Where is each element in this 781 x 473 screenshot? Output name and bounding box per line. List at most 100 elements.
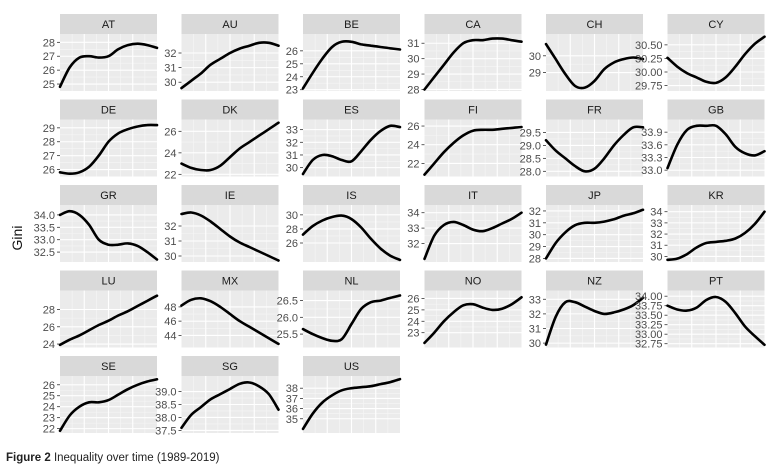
y-tick-label: 31 — [529, 218, 541, 230]
series-line-kr — [666, 210, 766, 262]
facet-label: PT — [709, 276, 723, 288]
y-tick-label: 33 — [650, 218, 662, 230]
y-tick-label: 25 — [43, 79, 55, 91]
y-tick-label: 22 — [164, 169, 176, 181]
figure-caption-text: Inequality over time (1989-2019) — [53, 452, 220, 464]
y-tick-label: 26 — [286, 46, 298, 58]
facet-label: CY — [708, 19, 724, 31]
facet-strip — [60, 185, 157, 205]
y-tick-label: 25.5 — [277, 329, 298, 341]
facet-panel-mx: MX 44 46 48 — [164, 270, 280, 348]
facet-panel-au: AU 30 31 32 — [164, 14, 280, 91]
y-tick-label: 33.0 — [641, 165, 662, 177]
series-line-lu — [58, 294, 159, 347]
facet-panel-it: IT 32 33 34 — [407, 185, 523, 262]
y-tick-label: 27 — [43, 51, 55, 63]
y-tick-label: 33.5 — [34, 222, 55, 234]
y-tick-label: 33 — [529, 294, 541, 306]
facet-panel-gb: GB 33.033.333.633.9 — [641, 99, 766, 177]
y-tick-label: 33.6 — [641, 140, 662, 152]
figure-caption-label: Figure 2 — [6, 452, 51, 464]
y-tick-label: 30 — [650, 251, 662, 263]
facet-label: GB — [708, 105, 724, 117]
y-tick-label: 31 — [650, 240, 662, 252]
facet-panel-fi: FI 22 24 26 — [407, 99, 523, 177]
facet-label: LU — [101, 276, 115, 288]
series-line-fr — [544, 125, 645, 173]
y-axis-label: Gini — [9, 226, 25, 251]
y-tick-label: 28.5 — [520, 153, 541, 165]
y-tick-label: 28 — [407, 84, 419, 96]
y-tick-label: 35 — [286, 414, 298, 426]
y-tick-label: 22 — [43, 424, 55, 436]
facet-label: CH — [587, 19, 603, 31]
y-tick-label: 29.75 — [635, 81, 663, 93]
facet-label: AT — [102, 19, 116, 31]
y-tick-label: 33 — [407, 223, 419, 235]
facet-strip — [424, 14, 522, 34]
y-tick-label: 29.5 — [520, 127, 541, 139]
y-tick-label: 30 — [286, 163, 298, 175]
y-tick-label: 30.25 — [635, 53, 663, 65]
series-line-sg — [180, 381, 280, 430]
figure-caption: Figure 2 Inequality over time (1989-2019… — [6, 452, 220, 464]
y-tick-label: 31 — [164, 236, 176, 248]
facet-label: IS — [346, 190, 356, 202]
y-tick-label: 30 — [529, 338, 541, 350]
facet-strip — [181, 270, 279, 291]
facet-label: AU — [222, 19, 237, 31]
y-tick-label: 22 — [407, 158, 419, 170]
facet-label: NZ — [587, 276, 602, 288]
y-tick-label: 24 — [164, 148, 176, 160]
facet-label: BE — [344, 19, 359, 31]
facet-strip — [60, 99, 157, 120]
y-tick-label: 24 — [286, 72, 298, 84]
y-tick-label: 32 — [529, 206, 541, 218]
y-tick-label: 23 — [286, 85, 298, 97]
y-tick-label: 24 — [407, 140, 419, 152]
facet-label: SE — [101, 361, 116, 373]
y-tick-label: 29.0 — [520, 140, 541, 152]
y-tick-label: 34 — [650, 207, 662, 219]
y-tick-label: 26 — [164, 126, 176, 138]
series-line-se — [58, 378, 159, 433]
y-tick-label: 28 — [286, 224, 298, 236]
series-line-jp — [544, 208, 645, 260]
series-line-ch — [544, 42, 645, 90]
facet-strip — [546, 99, 643, 120]
facet-label: FI — [468, 105, 478, 117]
y-tick-label: 29 — [529, 242, 541, 254]
y-tick-label: 25 — [286, 59, 298, 71]
facet-panel-sg: SG 37.538.038.539.0 — [155, 356, 280, 437]
y-tick-label: 38.5 — [155, 400, 176, 412]
y-tick-label: 31 — [286, 150, 298, 162]
series-line-gr — [58, 209, 159, 261]
facet-strip — [424, 99, 522, 120]
facet-panel-gr: GR 32.533.033.534.0 — [34, 185, 159, 262]
y-tick-label: 30 — [529, 230, 541, 242]
y-tick-label: 28 — [43, 305, 55, 317]
facet-strip — [667, 99, 765, 120]
facet-panel-nl: NL 25.5 26.0 26.5 — [277, 270, 402, 348]
y-tick-label: 29 — [529, 68, 541, 80]
y-tick-label: 46 — [164, 316, 176, 328]
facet-strip — [303, 356, 400, 376]
series-line-is — [301, 214, 402, 262]
y-tick-label: 24 — [43, 402, 55, 414]
series-line-pt — [666, 295, 766, 347]
y-tick-label: 23 — [43, 413, 55, 425]
facet-strip — [60, 356, 157, 376]
facet-label: SG — [222, 361, 238, 373]
facet-strip — [303, 99, 400, 120]
y-tick-label: 33.0 — [34, 235, 55, 247]
facet-label: CA — [465, 19, 481, 31]
series-line-ca — [423, 37, 523, 91]
facet-strip — [181, 99, 279, 120]
facet-strip — [303, 270, 400, 291]
